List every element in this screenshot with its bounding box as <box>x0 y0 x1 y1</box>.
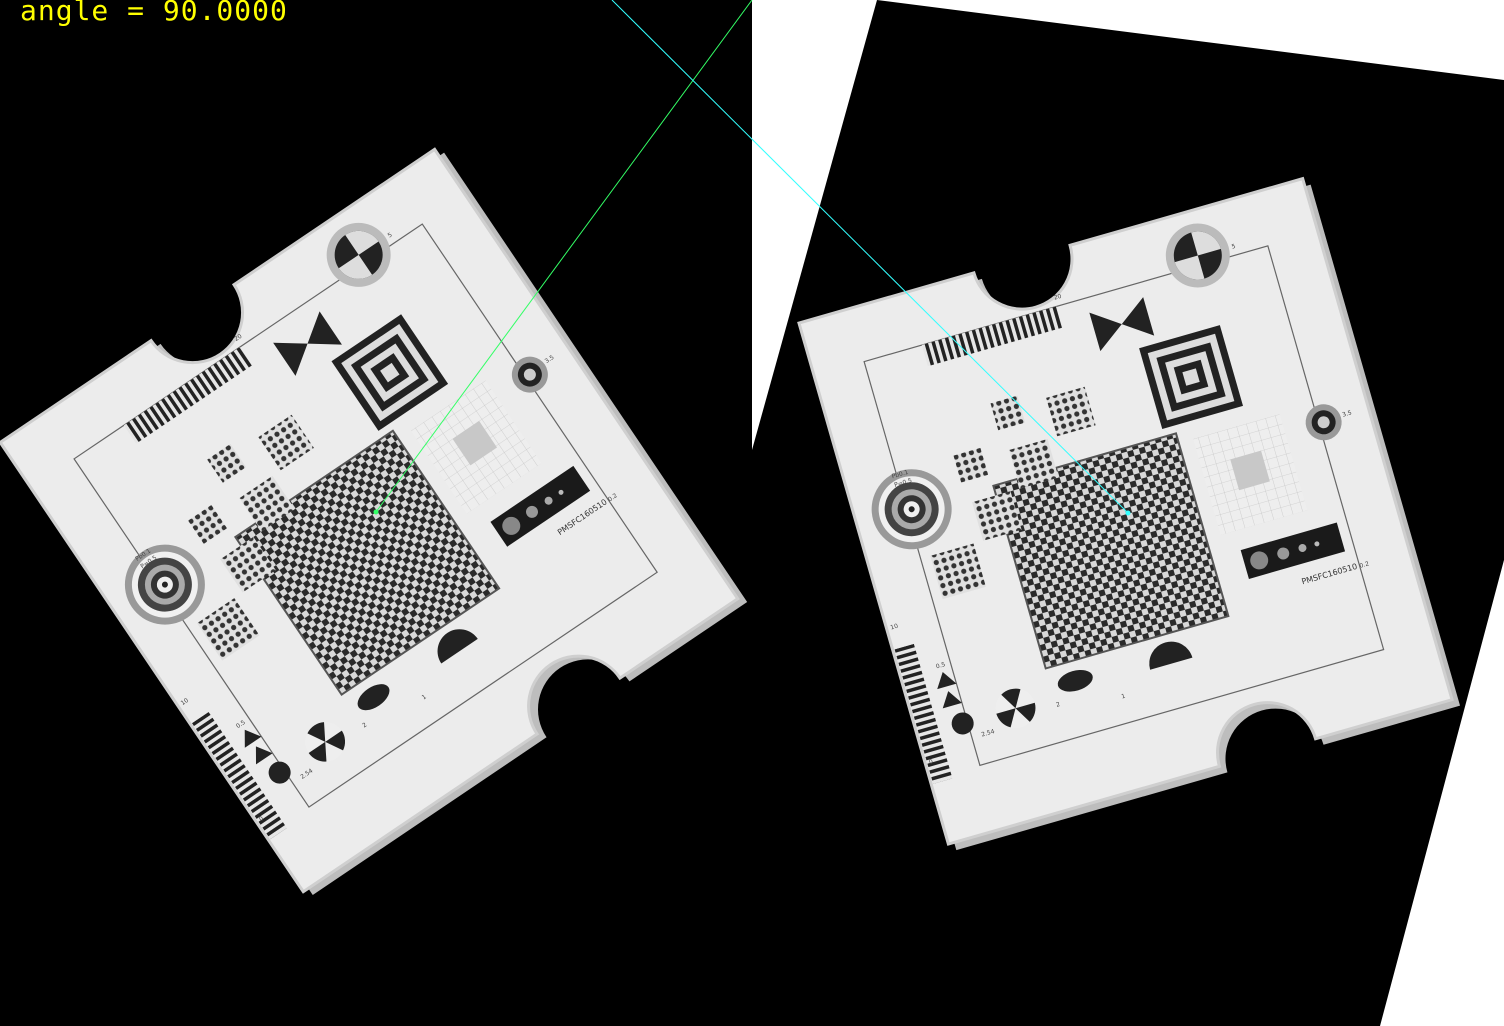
right-image-pane <box>752 0 1504 1026</box>
right-image-canvas <box>752 0 1504 1026</box>
left-image-pane <box>0 144 749 900</box>
left-image-canvas <box>0 144 749 900</box>
angle-readout: angle = 90.0000 <box>20 0 288 27</box>
